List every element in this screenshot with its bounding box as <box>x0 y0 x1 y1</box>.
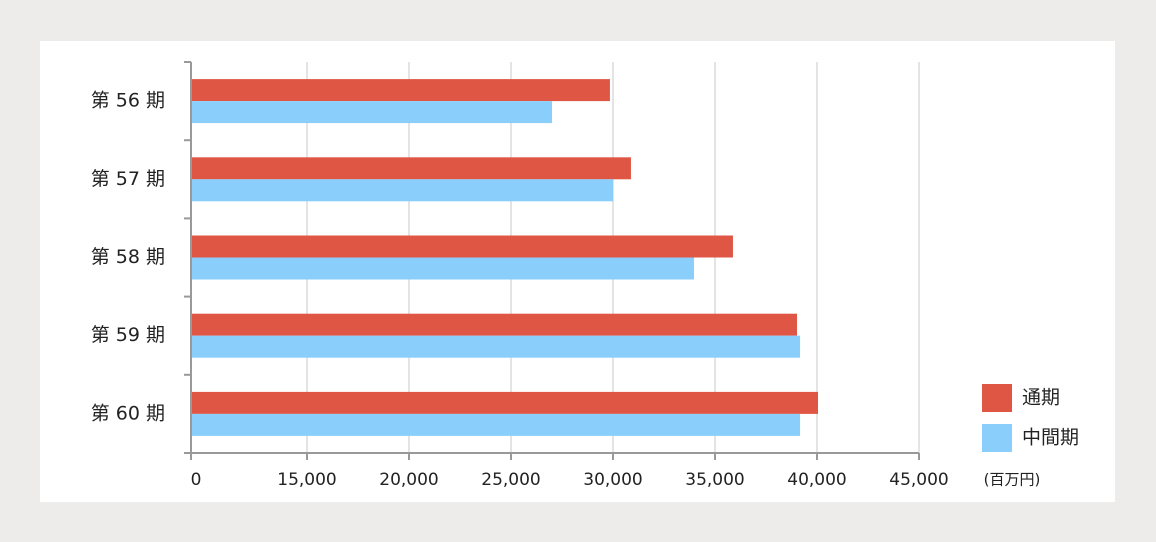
bar <box>192 235 733 258</box>
legend-label: 通期 <box>1022 387 1060 409</box>
x-tick-label: 35,000 <box>685 470 744 490</box>
unit-label: (百万円) <box>984 471 1041 489</box>
x-tick-label: 20,000 <box>379 470 438 490</box>
y-tick-label: 第 60 期 <box>91 402 165 424</box>
x-tick-label: 0 <box>191 470 202 490</box>
y-tick-label: 第 58 期 <box>91 246 165 268</box>
bar <box>192 335 801 358</box>
y-tick-label: 第 59 期 <box>91 324 165 346</box>
y-tick-label: 第 56 期 <box>91 90 165 112</box>
bar <box>192 179 613 202</box>
y-tick-label: 第 57 期 <box>91 168 165 190</box>
x-tick-label: 25,000 <box>481 470 540 490</box>
bar <box>192 157 631 180</box>
bar <box>192 79 610 102</box>
bar <box>192 413 801 436</box>
legend-swatch <box>982 384 1012 412</box>
bar <box>192 391 819 414</box>
bar <box>192 257 694 280</box>
bar <box>192 313 798 336</box>
legend-label: 中間期 <box>1022 427 1079 449</box>
x-tick-label: 40,000 <box>787 470 846 490</box>
bar <box>192 101 553 124</box>
x-tick-label: 15,000 <box>277 470 336 490</box>
legend-swatch <box>982 424 1012 452</box>
x-tick-label: 45,000 <box>889 470 948 490</box>
x-tick-label: 30,000 <box>583 470 642 490</box>
